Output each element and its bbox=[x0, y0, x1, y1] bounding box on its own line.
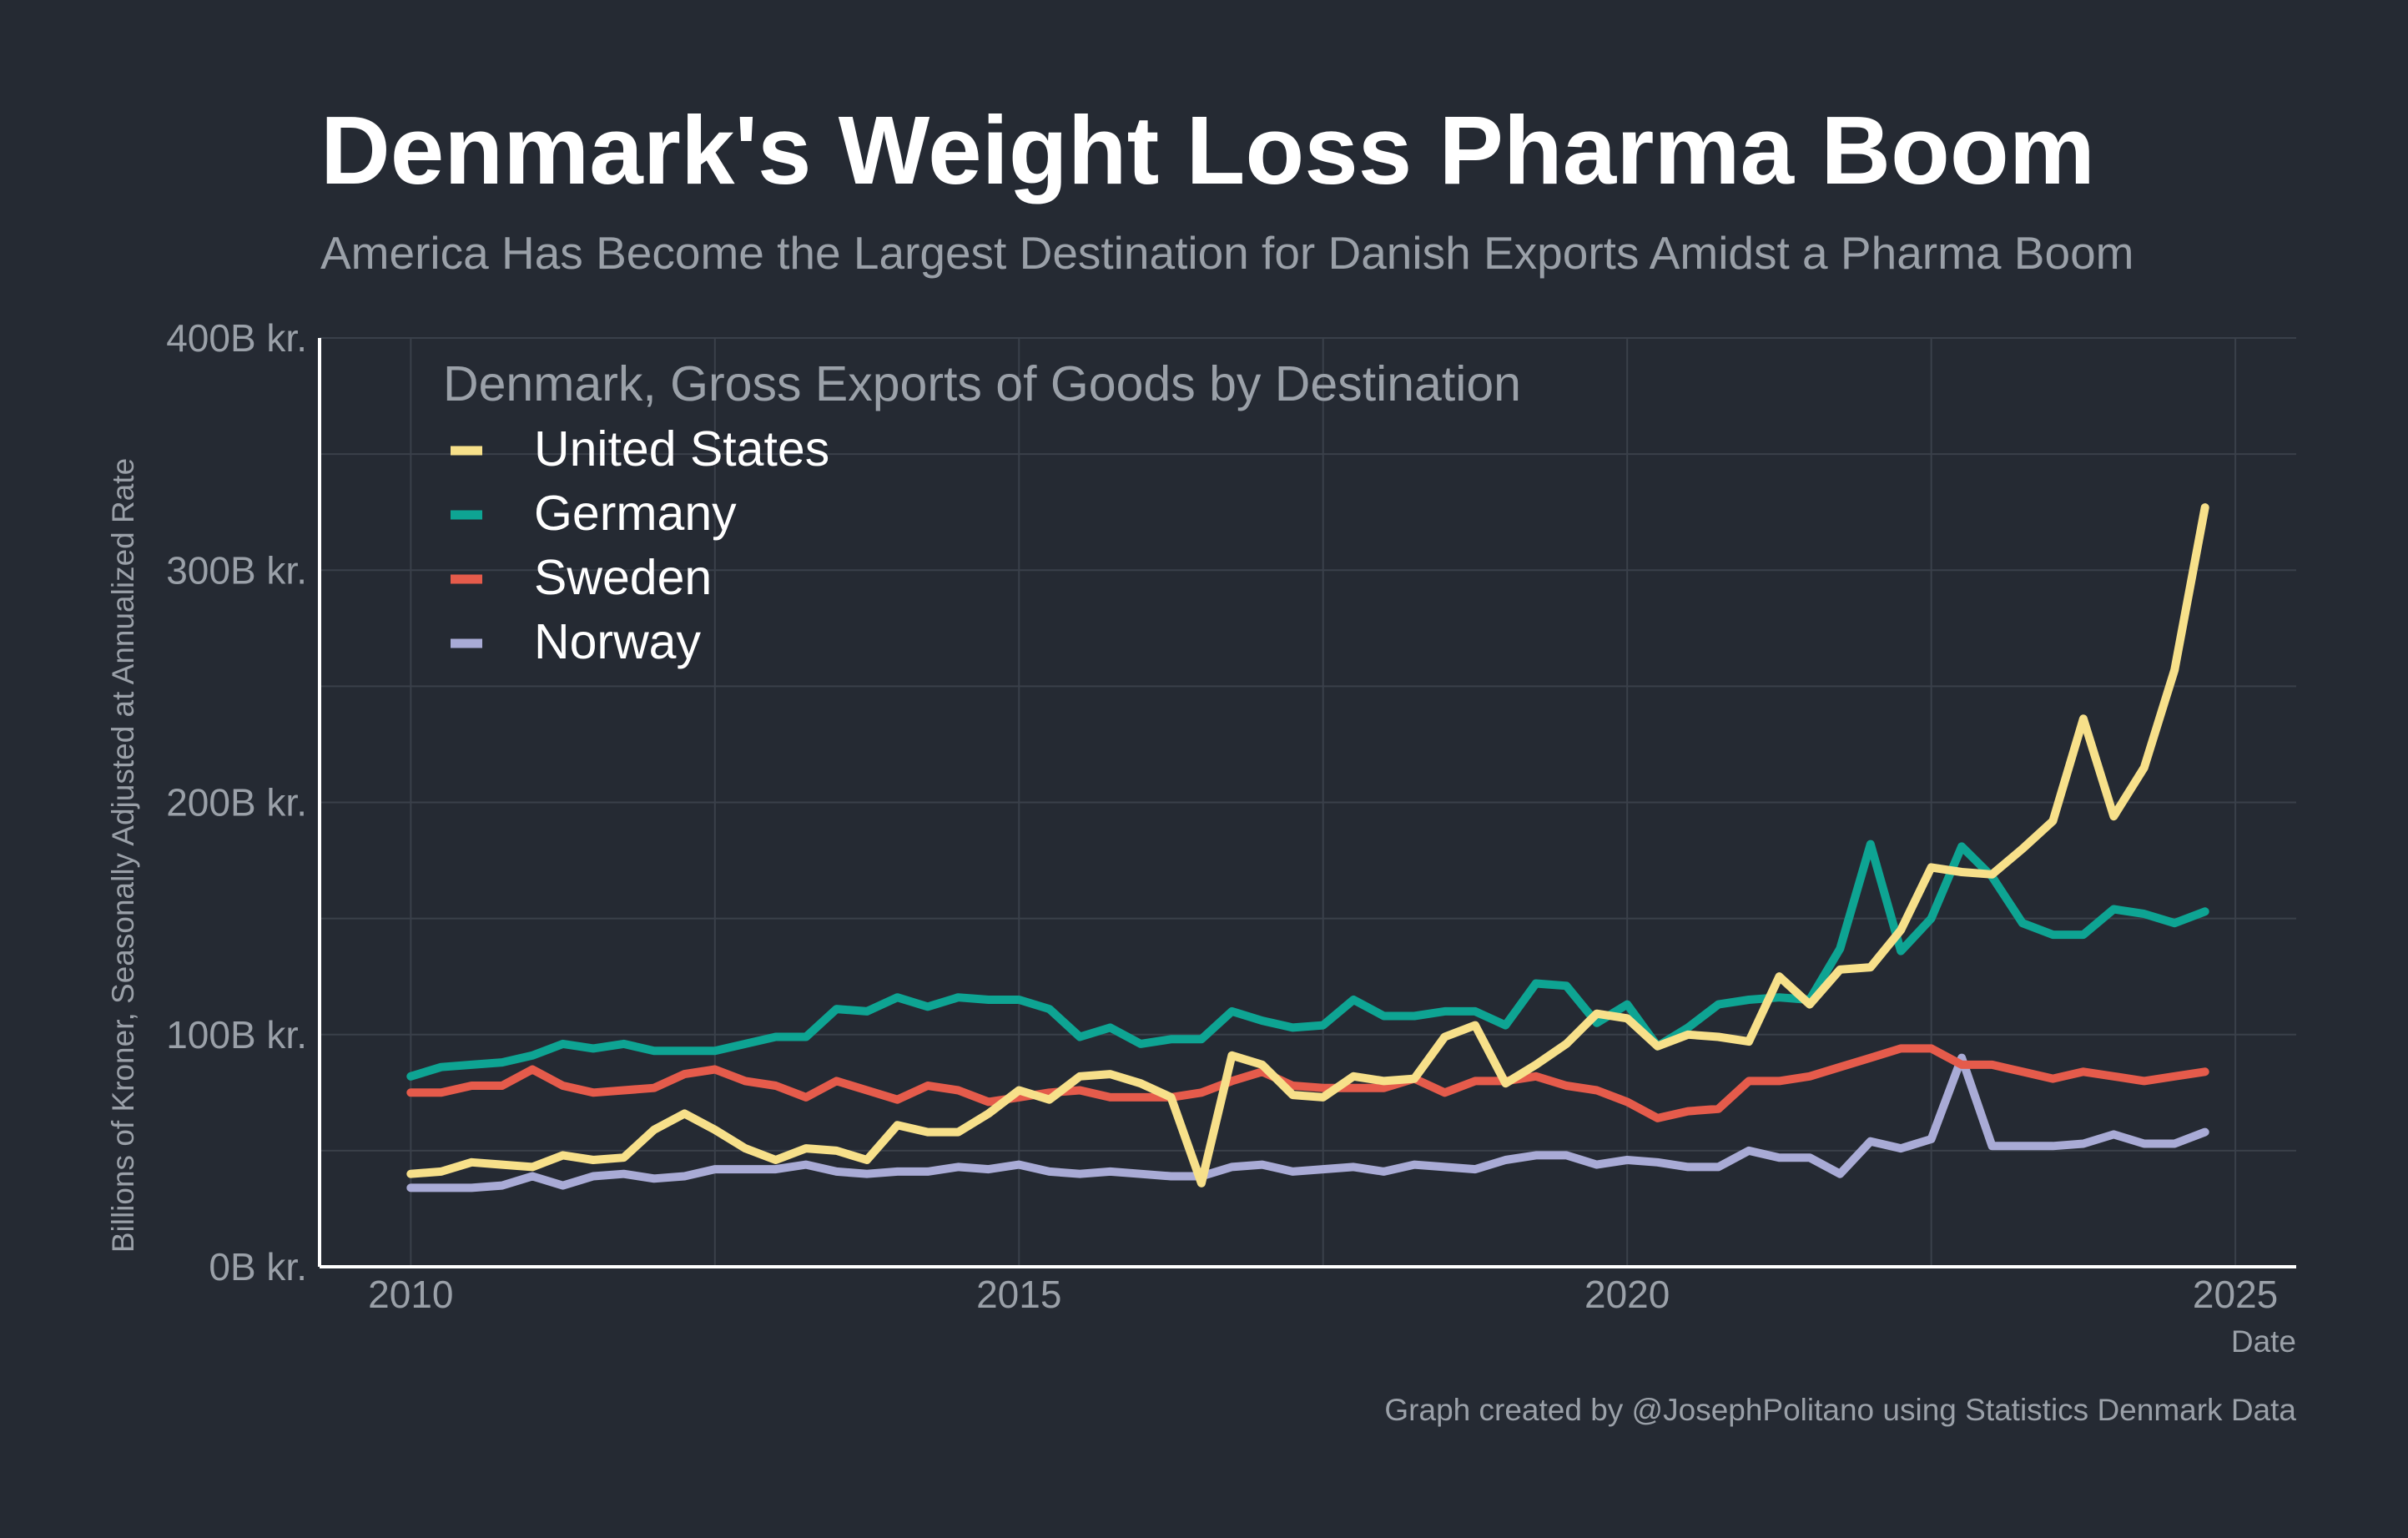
series-line-sweden bbox=[406, 1044, 2209, 1122]
y-axis-label: Billions of Kroner, Seasonally Adjusted … bbox=[106, 458, 140, 1253]
series-line-germany bbox=[406, 840, 2209, 1081]
x-tick-label: 2025 bbox=[2193, 1273, 2278, 1316]
x-axis-label: Date bbox=[2231, 1324, 2296, 1359]
y-tick-label: 0B kr. bbox=[209, 1245, 307, 1288]
chart-subtitle: America Has Become the Largest Destinati… bbox=[320, 227, 2133, 279]
legend-title: Denmark, Gross Exports of Goods by Desti… bbox=[443, 356, 1521, 411]
y-tick-label: 300B kr. bbox=[166, 548, 307, 592]
legend: Denmark, Gross Exports of Goods by Desti… bbox=[443, 356, 1521, 669]
x-tick-label: 2020 bbox=[1584, 1273, 1670, 1316]
x-tick-label: 2010 bbox=[368, 1273, 453, 1316]
chart-caption: Graph created by @JosephPolitano using S… bbox=[1384, 1393, 2296, 1427]
legend-label-germany: Germany bbox=[534, 486, 737, 541]
x-tick-label: 2015 bbox=[976, 1273, 1061, 1316]
y-axis-ticks: 0B kr. 100B kr. 200B kr. 300B kr. 400B kr. bbox=[166, 316, 307, 1288]
y-tick-label: 200B kr. bbox=[166, 781, 307, 824]
series-line-norway bbox=[406, 1053, 2209, 1193]
y-tick-label: 400B kr. bbox=[166, 316, 307, 360]
series-line-united-states bbox=[406, 503, 2209, 1188]
axes bbox=[318, 338, 2296, 1268]
series-lines bbox=[406, 503, 2209, 1193]
chart-title: Denmark's Weight Loss Pharma Boom bbox=[320, 96, 2095, 204]
legend-label-united-states: United States bbox=[534, 421, 829, 477]
gridlines bbox=[320, 337, 2296, 1268]
y-tick-label: 100B kr. bbox=[166, 1013, 307, 1056]
x-axis-ticks: 2010 2015 2020 2025 bbox=[368, 1273, 2278, 1316]
legend-label-norway: Norway bbox=[534, 614, 701, 669]
legend-label-sweden: Sweden bbox=[534, 550, 712, 605]
